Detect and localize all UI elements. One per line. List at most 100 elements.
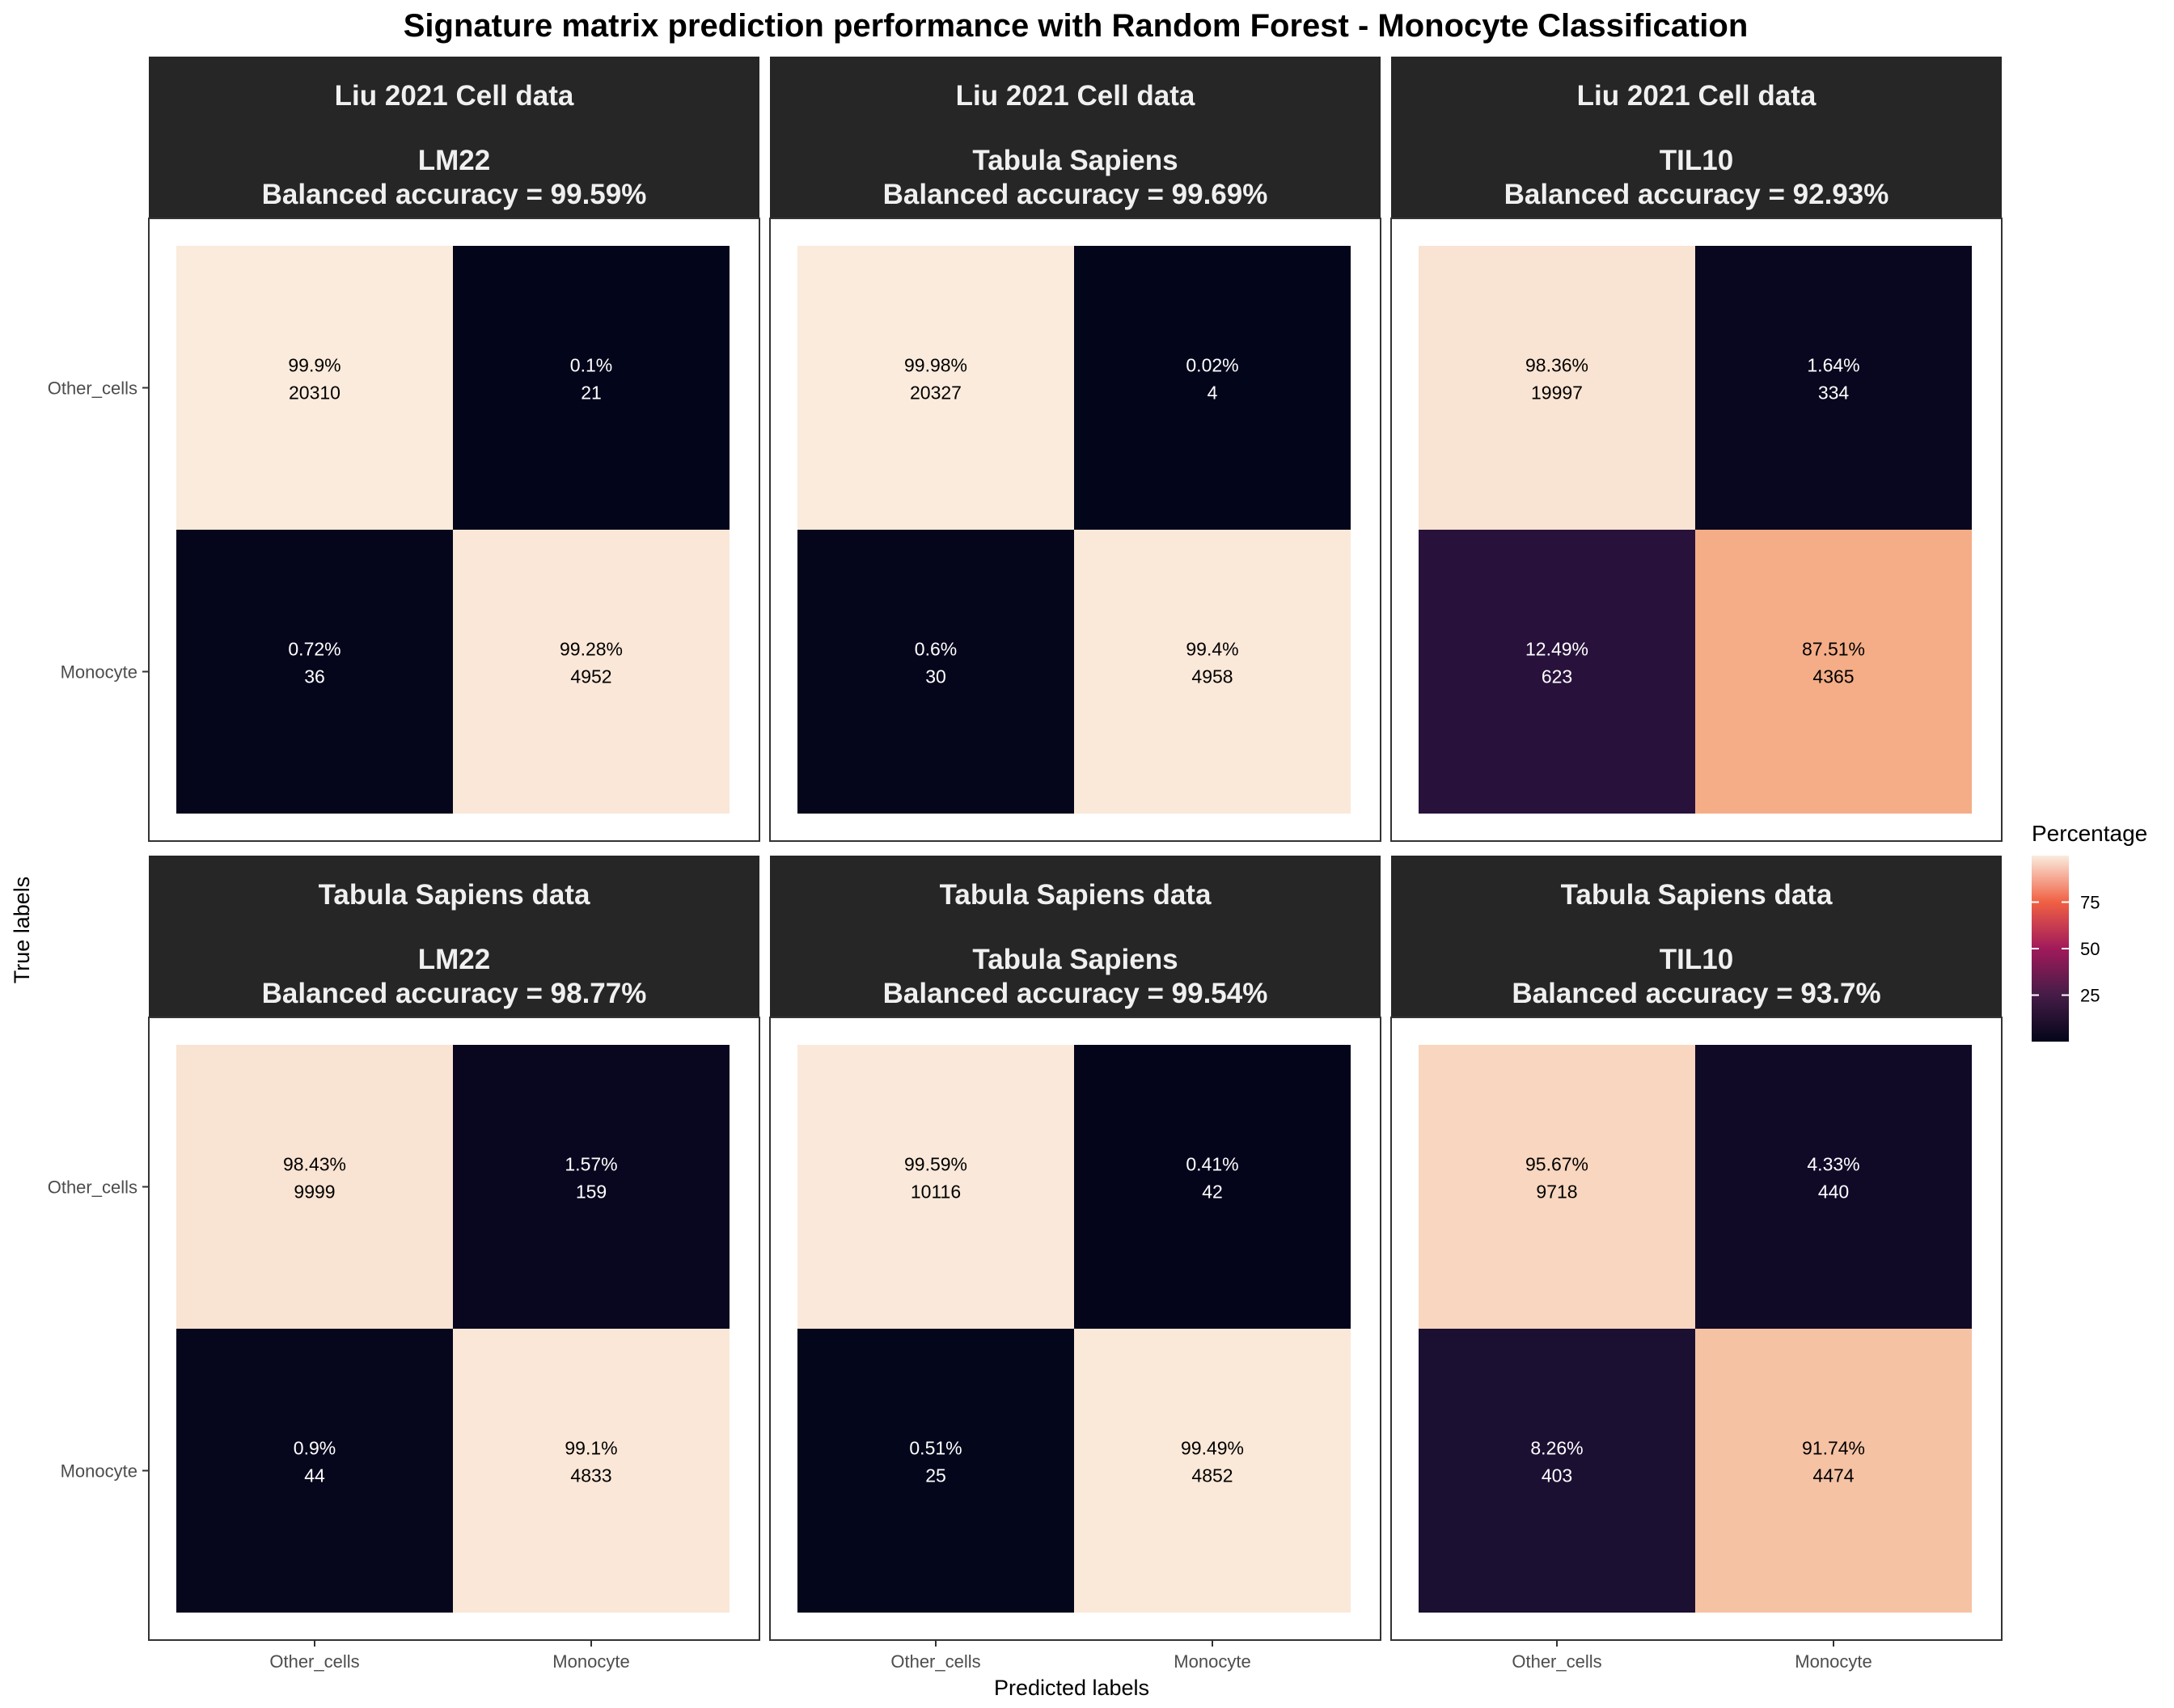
strip-signature-label: TIL10 <box>1660 145 1733 176</box>
panel-strip <box>1391 856 2002 1017</box>
x-tick-label: Other_cells <box>1512 1651 1601 1672</box>
x-tick-label: Monocyte <box>1795 1651 1872 1672</box>
y-tick-label: Monocyte <box>61 662 137 683</box>
strip-signature-label: LM22 <box>418 145 490 176</box>
cell-percentage-label: 99.59% <box>904 1154 967 1175</box>
cell-percentage-label: 95.67% <box>1525 1154 1588 1175</box>
cell-percentage-label: 1.57% <box>565 1154 617 1175</box>
cell-percentage-label: 8.26% <box>1530 1438 1583 1459</box>
cell-percentage-label: 1.64% <box>1807 355 1859 376</box>
cell-count-label: 623 <box>1542 666 1572 687</box>
legend-tick-label: 25 <box>2080 986 2100 1006</box>
heatmap-cell <box>797 1045 1074 1329</box>
cell-percentage-label: 98.36% <box>1525 355 1588 376</box>
strip-signature-label: Tabula Sapiens <box>972 145 1178 176</box>
heatmap-cell <box>176 1329 453 1613</box>
y-tick-label: Other_cells <box>48 378 137 399</box>
cell-count-label: 4474 <box>1812 1465 1854 1486</box>
heatmap-cell <box>1695 1329 1972 1613</box>
heatmap-cell <box>797 246 1074 530</box>
cell-percentage-label: 99.49% <box>1181 1438 1244 1459</box>
strip-accuracy-label: Balanced accuracy = 98.77% <box>262 978 647 1009</box>
cell-percentage-label: 0.1% <box>570 355 612 376</box>
strip-dataset-label: Liu 2021 Cell data <box>956 80 1195 112</box>
heatmap-cell <box>176 1045 453 1329</box>
cell-percentage-label: 99.98% <box>904 355 967 376</box>
heatmap-cell <box>1419 246 1695 530</box>
heatmap-cell <box>1074 1045 1351 1329</box>
strip-dataset-label: Liu 2021 Cell data <box>1577 80 1817 112</box>
heatmap-cell <box>1695 1045 1972 1329</box>
cell-count-label: 9718 <box>1536 1182 1577 1203</box>
cell-count-label: 20327 <box>910 383 962 404</box>
strip-accuracy-label: Balanced accuracy = 99.69% <box>883 179 1268 210</box>
cell-percentage-label: 99.9% <box>288 355 340 376</box>
legend-ticks: 25 50 75 <box>2032 893 2100 1006</box>
panel-5: Tabula Sapiens data Tabula SapiensBalance… <box>769 856 1381 1672</box>
cell-count-label: 44 <box>304 1465 325 1486</box>
y-axis-label: True labels <box>10 877 34 984</box>
x-axis-label: Predicted labels <box>994 1676 1149 1700</box>
cell-count-label: 4833 <box>570 1465 611 1486</box>
heatmap-cell <box>1695 530 1972 814</box>
heatmap-cell <box>797 530 1074 814</box>
cell-count-label: 25 <box>925 1465 946 1486</box>
panel-strip <box>149 856 759 1017</box>
cell-percentage-label: 4.33% <box>1807 1154 1859 1175</box>
heatmap-cell <box>1419 1329 1695 1613</box>
x-tick-label: Other_cells <box>890 1651 980 1672</box>
heatmap-cell <box>1074 246 1351 530</box>
heatmap-cell <box>1695 246 1972 530</box>
cell-percentage-label: 0.6% <box>915 639 957 660</box>
heatmap-cell <box>1419 1045 1695 1329</box>
cell-count-label: 4 <box>1208 383 1218 404</box>
cell-percentage-label: 99.1% <box>565 1438 617 1459</box>
cell-percentage-label: 0.41% <box>1186 1154 1238 1175</box>
cell-percentage-label: 0.51% <box>909 1438 962 1459</box>
x-tick-label: Other_cells <box>269 1651 359 1672</box>
cell-count-label: 334 <box>1818 383 1850 404</box>
cell-percentage-label: 0.02% <box>1186 355 1238 376</box>
cell-percentage-label: 91.74% <box>1802 1438 1865 1459</box>
cell-count-label: 19997 <box>1531 383 1583 404</box>
panel-2: Liu 2021 Cell data Tabula SapiensBalanced… <box>769 57 1381 842</box>
panel-strip <box>770 57 1381 218</box>
strip-signature-label: LM22 <box>418 944 490 975</box>
x-tick-label: Monocyte <box>552 1651 629 1672</box>
heatmap-cell <box>176 246 453 530</box>
legend-title: Percentage <box>2032 821 2147 846</box>
heatmap-cell <box>453 1045 730 1329</box>
heatmap-cell <box>1074 530 1351 814</box>
cell-count-label: 4952 <box>570 666 611 687</box>
cell-percentage-label: 87.51% <box>1802 639 1865 660</box>
heatmap-cell <box>1419 530 1695 814</box>
cell-percentage-label: 12.49% <box>1525 639 1588 660</box>
strip-accuracy-label: Balanced accuracy = 93.7% <box>1512 978 1880 1009</box>
strip-accuracy-label: Balanced accuracy = 99.59% <box>262 179 647 210</box>
strip-signature-label: Tabula Sapiens <box>972 944 1178 975</box>
heatmap-cell <box>453 246 730 530</box>
cell-count-label: 440 <box>1818 1182 1849 1203</box>
chart-title: Signature matrix prediction performance … <box>404 8 1749 44</box>
strip-dataset-label: Liu 2021 Cell data <box>335 80 574 112</box>
cell-percentage-label: 0.9% <box>294 1438 336 1459</box>
strip-dataset-label: Tabula Sapiens data <box>940 879 1212 911</box>
cell-count-label: 36 <box>304 666 325 687</box>
y-tick-label: Other_cells <box>48 1177 137 1198</box>
panel-strip <box>149 57 759 218</box>
panel-strip <box>770 856 1381 1017</box>
cell-count-label: 403 <box>1542 1465 1572 1486</box>
cell-percentage-label: 98.43% <box>283 1154 346 1175</box>
cell-count-label: 4958 <box>1191 666 1233 687</box>
strip-dataset-label: Tabula Sapiens data <box>1561 879 1833 911</box>
strip-dataset-label: Tabula Sapiens data <box>319 879 590 911</box>
cell-count-label: 21 <box>581 383 602 404</box>
y-tick-label: Monocyte <box>61 1461 137 1482</box>
cell-count-label: 159 <box>576 1182 607 1203</box>
strip-accuracy-label: Balanced accuracy = 99.54% <box>883 978 1268 1009</box>
